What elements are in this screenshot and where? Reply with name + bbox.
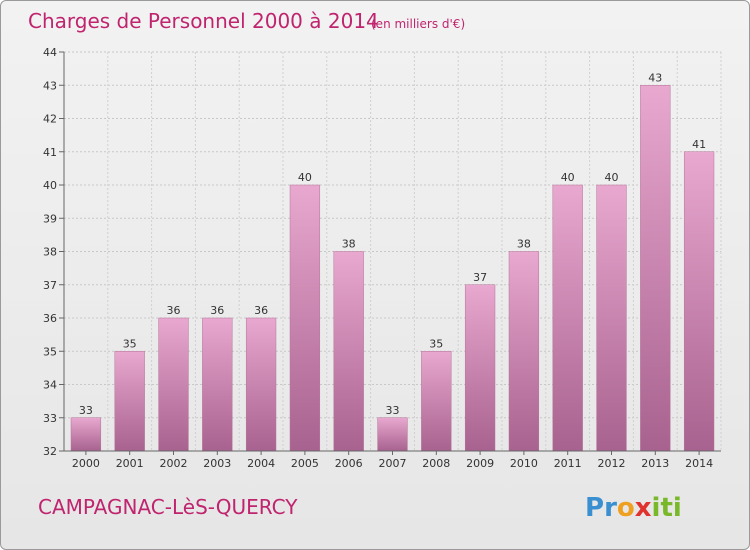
bar-2000 [70,417,102,452]
x-tick-label-2002: 2002 [160,457,188,470]
logo-letter: i [652,493,661,523]
bar-2004 [245,317,277,452]
bar-2002 [158,317,189,452]
bar-2011 [552,184,583,452]
data-label-2004: 36 [254,304,268,317]
y-tick-label: 35 [43,345,57,358]
data-label-2011: 40 [561,171,575,184]
chart-subtitle: (en milliers d'€) [371,17,465,31]
x-tick-label-2011: 2011 [554,457,582,470]
logo-letter: x [635,493,652,523]
data-label-2000: 33 [79,404,93,417]
data-label-2013: 43 [648,71,662,84]
x-tick-label-2012: 2012 [598,457,626,470]
data-label-2006: 38 [342,238,356,251]
logo-letter: i [673,493,682,523]
y-tick-label: 36 [43,312,57,325]
x-tick-label-2004: 2004 [247,457,275,470]
data-label-2008: 35 [429,337,443,350]
data-label-2009: 37 [473,271,487,284]
y-tick-label: 43 [43,79,57,92]
x-tick-label-2008: 2008 [422,457,450,470]
y-tick-label: 40 [43,179,57,192]
proxiti-logo: Proxiti [585,493,682,523]
y-tick-label: 38 [43,246,57,259]
bar-2001 [114,351,145,452]
data-label-2010: 38 [517,238,531,251]
x-tick-label-2006: 2006 [335,457,363,470]
x-tick-label-2009: 2009 [466,457,494,470]
logo-letter: r [604,493,617,523]
y-tick-label: 42 [43,113,57,126]
bar-2012 [596,184,627,452]
data-label-2002: 36 [167,304,181,317]
data-label-2012: 40 [605,171,619,184]
x-tick-label-2014: 2014 [685,457,713,470]
bar-2005 [289,184,321,452]
data-label-2003: 36 [210,304,224,317]
data-label-2007: 33 [386,404,400,417]
logo-letter: o [617,493,635,523]
town-name: CAMPAGNAC-LèS-QUERCY [38,495,298,519]
bar-2013 [640,85,671,452]
bar-2010 [508,251,540,452]
x-tick-label-2000: 2000 [72,457,100,470]
grid [63,51,722,452]
bar-2003 [202,317,233,452]
bar-2006 [333,251,364,452]
bar-2014 [683,151,715,452]
y-tick-label: 33 [43,412,57,425]
logo-letter: P [585,493,604,523]
y-tick-label: 39 [43,212,57,225]
y-tick-label: 34 [43,379,57,392]
bars: 33 35 36 36 36 40 38 33 35 37 38 40 40 43 41 [70,71,715,452]
logo-letter: t [660,493,672,523]
data-label-2001: 35 [123,337,137,350]
x-tick-label-2005: 2005 [291,457,319,470]
bar-2008 [421,351,452,452]
y-tick-label: 37 [43,279,57,292]
data-label-2014: 41 [692,138,706,151]
bar-2009 [464,284,496,452]
y-tick-label: 44 [43,46,57,59]
chart-title: Charges de Personnel 2000 à 2014 [28,9,379,33]
data-label-2005: 40 [298,171,312,184]
x-tick-label-2007: 2007 [379,457,407,470]
y-tick-label: 32 [43,445,57,458]
x-tick-label-2013: 2013 [641,457,669,470]
y-tick-label: 41 [43,146,57,159]
x-tick-label-2001: 2001 [116,457,144,470]
axes: 32 33 34 35 36 37 38 39 40 41 42 43 44 2000 2001 2002 20… [43,46,721,470]
bar-2007 [377,417,408,452]
x-tick-label-2010: 2010 [510,457,538,470]
x-tick-label-2003: 2003 [203,457,231,470]
